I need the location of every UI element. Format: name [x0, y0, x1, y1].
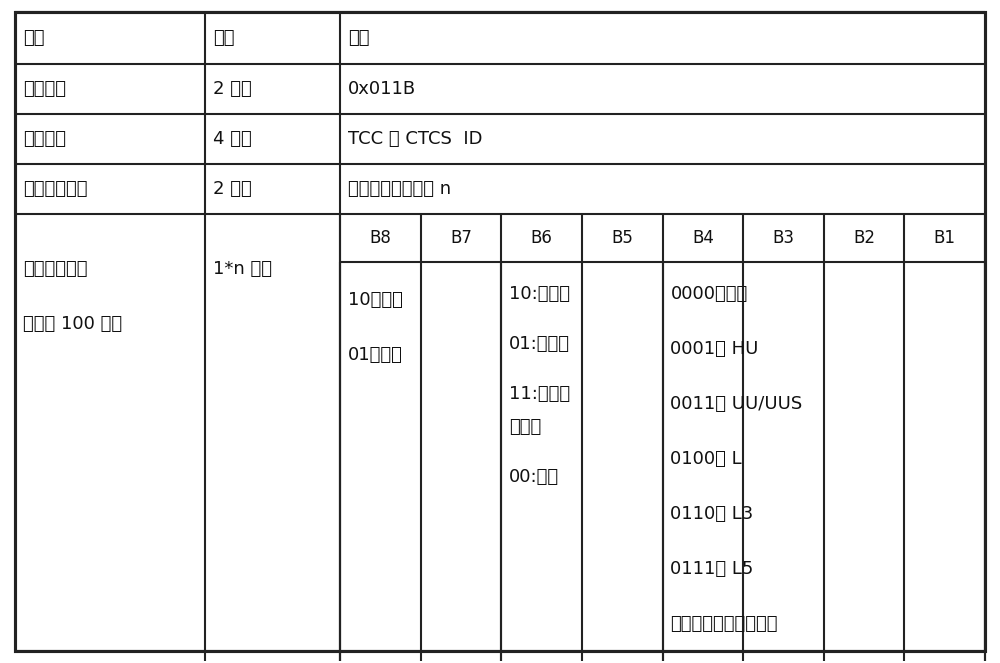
Text: 0100： L: 0100： L [670, 450, 742, 468]
Text: 0001： HU: 0001： HU [670, 340, 759, 358]
Text: 1*n 字节: 1*n 字节 [213, 260, 272, 278]
Text: 闭塞分区信息: 闭塞分区信息 [23, 260, 88, 278]
Text: B5: B5 [611, 229, 633, 247]
Text: 4 字节: 4 字节 [213, 130, 252, 148]
Text: 10:无分路: 10:无分路 [509, 285, 570, 303]
Text: 0x011B: 0x011B [348, 80, 416, 98]
Text: 本站闭塞分区总数 n: 本站闭塞分区总数 n [348, 180, 451, 198]
Text: 设备标识: 设备标识 [23, 130, 66, 148]
Text: 后续字节长度: 后续字节长度 [23, 180, 88, 198]
Text: 态未知: 态未知 [509, 418, 542, 436]
Text: 0111： L5: 0111： L5 [670, 560, 754, 578]
Text: 字段: 字段 [23, 29, 44, 47]
Text: 注：本信息暂做备用。: 注：本信息暂做备用。 [670, 615, 778, 633]
Text: 0011： UU/UUS: 0011： UU/UUS [670, 395, 803, 413]
Text: B4: B4 [692, 229, 714, 247]
Text: B3: B3 [772, 229, 794, 247]
Text: 2 字节: 2 字节 [213, 80, 252, 98]
Text: 01：占用: 01：占用 [348, 346, 403, 364]
Text: （最多 100 个）: （最多 100 个） [23, 315, 122, 333]
Text: B8: B8 [369, 229, 391, 247]
Text: 0000：其它: 0000：其它 [670, 285, 748, 303]
Text: 10：空闲: 10：空闲 [348, 291, 403, 309]
Text: 01:有分路: 01:有分路 [509, 335, 570, 353]
Text: 11:分路状: 11:分路状 [509, 385, 570, 403]
Text: TCC 的 CTCS  ID: TCC 的 CTCS ID [348, 130, 482, 148]
Text: 0110： L3: 0110： L3 [670, 505, 754, 523]
Text: 2 字节: 2 字节 [213, 180, 252, 198]
Text: B6: B6 [531, 229, 552, 247]
Text: 说明: 说明 [348, 29, 370, 47]
Text: B7: B7 [450, 229, 472, 247]
Text: 长度: 长度 [213, 29, 234, 47]
Text: 00:预留: 00:预留 [509, 468, 559, 486]
Text: 信息类型: 信息类型 [23, 80, 66, 98]
Text: B1: B1 [934, 229, 956, 247]
Text: B2: B2 [853, 229, 875, 247]
